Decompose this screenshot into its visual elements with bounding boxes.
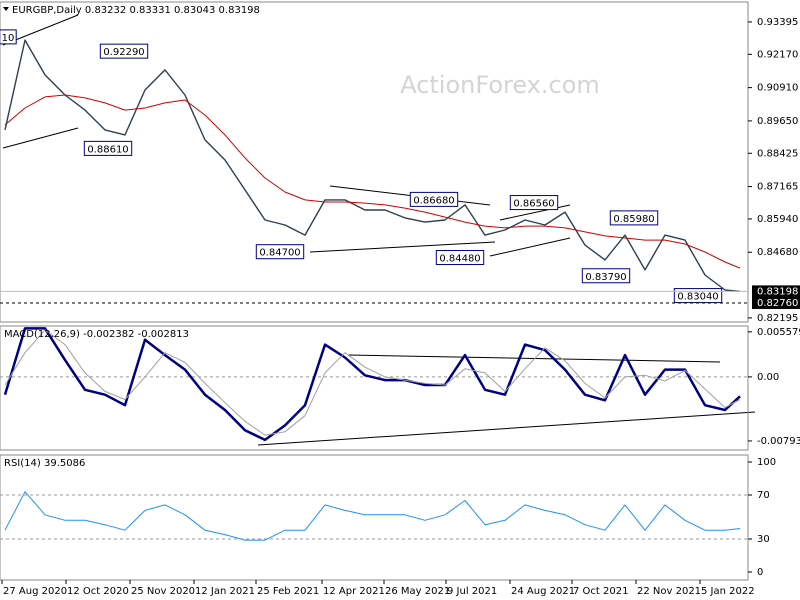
title-value: 39.5086: [44, 458, 85, 469]
annotation-label: 0.83040: [677, 292, 718, 303]
y-tick-label: 30: [757, 534, 770, 545]
price-label: 0.83198: [757, 286, 798, 297]
annotation-label: 0.84480: [439, 254, 480, 265]
y-tick-label: 0.90910: [757, 83, 798, 94]
x-tick-label: 12 Oct 2020: [67, 586, 129, 597]
panel-title: RSI(14) 39.5086: [4, 458, 85, 469]
y-tick-label: 70: [757, 490, 770, 501]
annotation-box: [99, 43, 149, 59]
panel-frame: [0, 454, 749, 581]
annotation-label: 0.88610: [87, 144, 128, 155]
annotation-label: 0.84700: [259, 248, 300, 259]
trendline: [499, 204, 571, 221]
x-tick-label: 12 Apr 2021: [323, 586, 385, 597]
x-tick-label: 7 Oct 2021: [573, 586, 628, 597]
annotation-box: [0, 29, 17, 45]
x-tick-label: 25 Nov 2020: [131, 586, 195, 597]
series-line: [3, 327, 741, 442]
series-line: [4, 39, 741, 293]
y-tick-label: 0.85940: [757, 214, 798, 225]
menu-triangle: [3, 7, 9, 11]
title-value: 0.83198: [219, 5, 260, 16]
annotation-box: [609, 210, 659, 226]
trendline: [309, 241, 496, 253]
annotation-label: 0.83790: [585, 272, 626, 283]
x-tick-label: 25 Feb 2021: [257, 586, 319, 597]
series-line: [4, 329, 741, 436]
annotation-box: [435, 250, 485, 266]
x-tick-label: 24 Aug 2021: [511, 586, 575, 597]
x-tick-label: 5 Jan 2022: [701, 586, 755, 597]
panel-frame: [0, 1, 749, 323]
title-value: -0.002813: [138, 329, 189, 340]
annotation-box: [409, 191, 459, 207]
annotation-label: 0.86680: [413, 195, 454, 206]
y-tick-label: -0.007931: [757, 436, 800, 447]
trendline: [347, 354, 721, 363]
series-line: [4, 491, 741, 541]
annotation-label: 0.86560: [513, 199, 554, 210]
x-tick-label: 22 Nov 2021: [637, 586, 701, 597]
x-tick-label: 26 May 2021: [385, 586, 450, 597]
y-tick-label: 0.005579: [757, 327, 800, 338]
watermark: ActionForex.com: [400, 71, 600, 99]
annotation-label: 10: [2, 33, 15, 44]
series-line: [4, 94, 741, 269]
title-text: RSI(14): [4, 458, 41, 469]
level-box: [752, 296, 800, 309]
level-label: 0.82760: [757, 298, 798, 309]
trendline: [257, 411, 756, 446]
annotation-box: [255, 244, 305, 260]
y-tick-label: 0.93395: [757, 17, 798, 28]
trendline: [2, 127, 79, 149]
title-value: 0.83331: [129, 5, 170, 16]
y-tick-label: 0.82195: [757, 313, 798, 324]
trendlines: [2, 14, 756, 446]
title-text: EURGBP,Daily: [12, 5, 82, 16]
annotation-box: [581, 268, 631, 284]
y-tick-label: 0.89650: [757, 116, 798, 127]
y-tick-label: 0.00: [757, 372, 779, 383]
panel-frame: [0, 325, 749, 451]
title-value: -0.002382: [83, 329, 134, 340]
title-text: MACD(12,26,9): [4, 329, 80, 340]
title-value: 0.83043: [174, 5, 215, 16]
panel-title: MACD(12,26,9) -0.002382 -0.002813: [4, 329, 189, 340]
annotation-box: [509, 195, 559, 211]
annotation-label: 0.85980: [613, 214, 654, 225]
title-value: 0.83232: [85, 5, 126, 16]
x-tick-label: 27 Aug 2020: [3, 586, 67, 597]
y-tick-label: 0: [757, 567, 763, 578]
annotation-box: [83, 140, 133, 156]
price-box: [752, 285, 800, 298]
x-tick-label: 12 Jan 2021: [195, 586, 255, 597]
panel-title: EURGBP,Daily 0.83232 0.83331 0.83043 0.8…: [12, 5, 260, 16]
y-tick-label: 0.88425: [757, 148, 798, 159]
annotation-label: 0.92290: [103, 47, 144, 58]
trendline: [489, 237, 571, 257]
y-tick-label: 0.87165: [757, 182, 798, 193]
y-tick-label: 0.84680: [757, 247, 798, 258]
y-tick-label: 0.92170: [757, 49, 798, 60]
x-tick-label: 9 Jul 2021: [447, 586, 497, 597]
y-tick-label: 100: [757, 457, 776, 468]
